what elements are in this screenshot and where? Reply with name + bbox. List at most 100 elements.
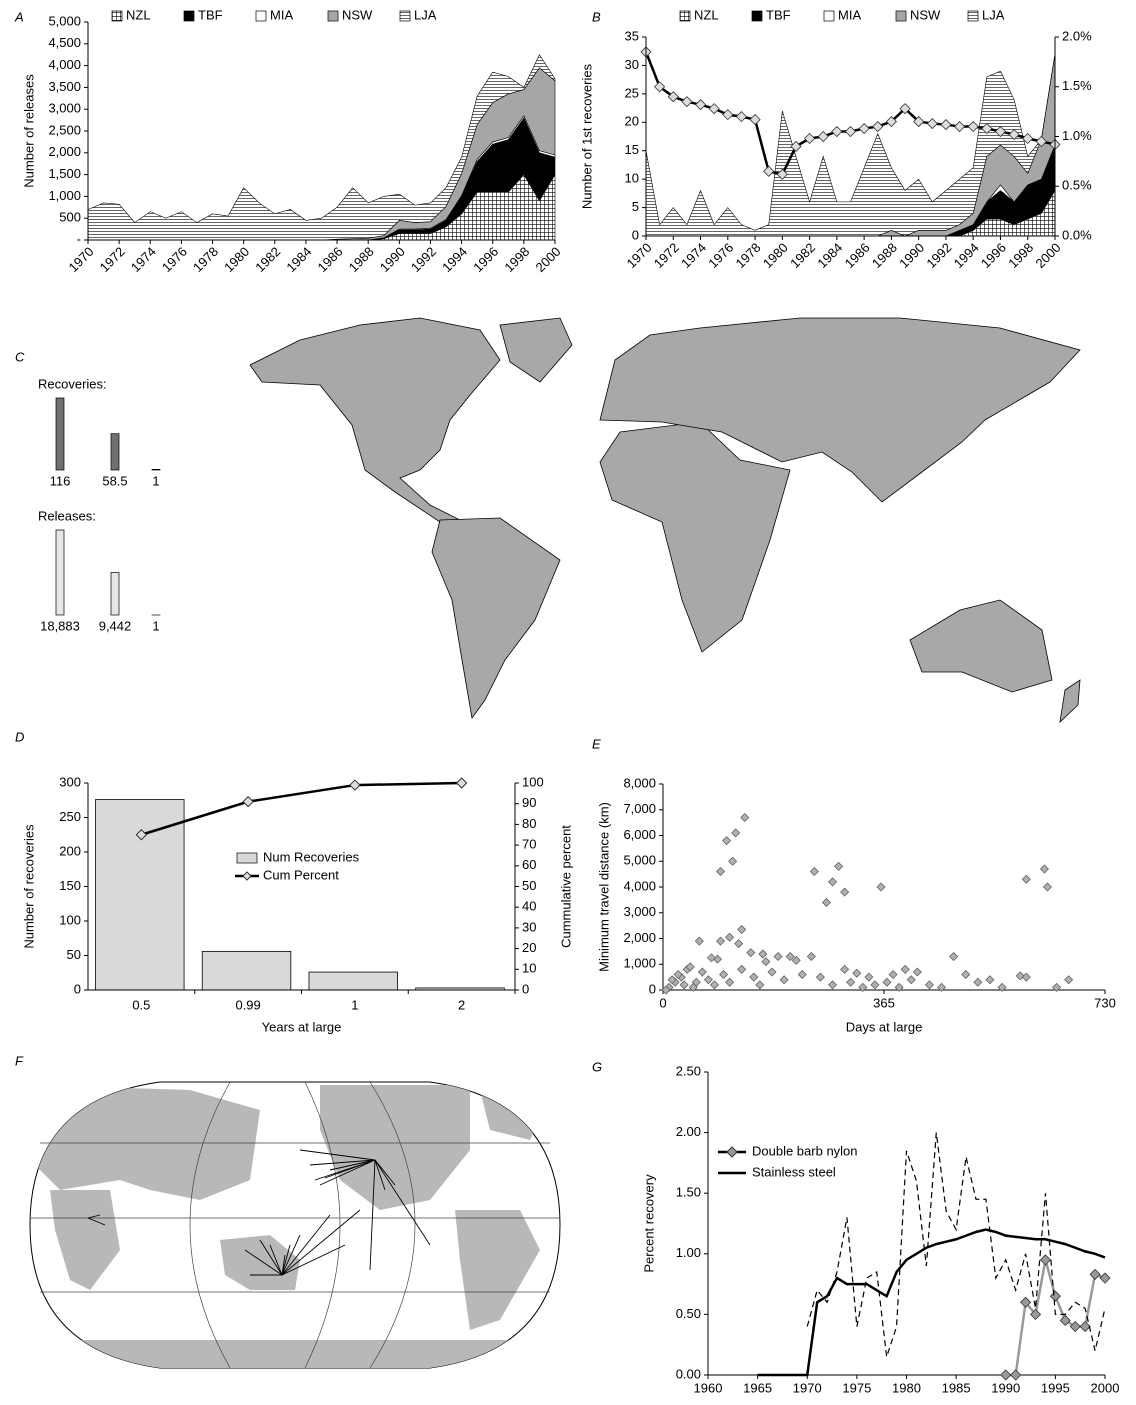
australia bbox=[909, 599, 1053, 693]
point bbox=[737, 964, 747, 974]
point bbox=[679, 980, 689, 990]
new-zealand bbox=[1059, 679, 1081, 724]
legend-label: LJA bbox=[982, 7, 1005, 22]
y-tick-label: 0 bbox=[632, 227, 639, 242]
y2-tick-label: 1.0% bbox=[1062, 128, 1092, 143]
point bbox=[735, 111, 747, 123]
y2-tick-label: 40 bbox=[522, 899, 536, 914]
x-tick-label: 1980 bbox=[221, 244, 252, 275]
north-america bbox=[249, 317, 501, 523]
south-america bbox=[431, 517, 561, 720]
legend-bar bbox=[55, 529, 65, 616]
x-tick-label: 1965 bbox=[743, 1380, 772, 1395]
legend-label: NZL bbox=[694, 7, 719, 22]
point bbox=[673, 970, 683, 980]
point bbox=[870, 980, 880, 990]
point bbox=[694, 936, 704, 946]
y-axis-label: Number of recoveries bbox=[21, 824, 36, 949]
y-tick-label: 1.00 bbox=[676, 1245, 701, 1260]
point bbox=[773, 952, 783, 962]
x-tick-label: 1985 bbox=[942, 1380, 971, 1395]
y-tick-label: 250 bbox=[59, 809, 81, 824]
point bbox=[1020, 1296, 1032, 1308]
legend-swatch bbox=[183, 10, 195, 22]
bar bbox=[95, 799, 185, 991]
y-tick-label: 0.50 bbox=[676, 1306, 701, 1321]
x-tick-label: 730 bbox=[1094, 995, 1116, 1010]
bar bbox=[201, 950, 292, 991]
point bbox=[1064, 975, 1074, 985]
point bbox=[758, 949, 768, 959]
y-axis-label: Number of releases bbox=[21, 74, 36, 188]
y2-tick-label: 0 bbox=[522, 981, 529, 996]
point bbox=[776, 168, 788, 180]
legend-bar bbox=[151, 469, 161, 471]
panel-label: C bbox=[15, 349, 25, 364]
x-tick-label: 1960 bbox=[694, 1380, 723, 1395]
x-axis-label: Years at large bbox=[262, 1019, 342, 1034]
x-tick-label: 0.99 bbox=[235, 997, 260, 1012]
point bbox=[349, 779, 361, 791]
legend-swatch bbox=[726, 1146, 738, 1158]
point bbox=[882, 977, 892, 987]
point bbox=[694, 99, 707, 111]
point bbox=[840, 887, 850, 897]
legend-bar bbox=[110, 433, 120, 471]
x-tick-label: 1982 bbox=[252, 244, 283, 275]
x-tick-label: 1976 bbox=[159, 244, 190, 275]
route bbox=[329, 1159, 376, 1171]
point bbox=[961, 970, 971, 980]
africa bbox=[599, 421, 791, 653]
point bbox=[708, 103, 720, 115]
point bbox=[949, 952, 959, 962]
point bbox=[1022, 132, 1034, 145]
line bbox=[1005, 1259, 1106, 1377]
route bbox=[244, 1249, 283, 1276]
legend-bar bbox=[55, 397, 65, 471]
x-tick-label: 1972 bbox=[651, 240, 682, 271]
legend-label: Num Recoveries bbox=[263, 849, 360, 864]
point bbox=[806, 952, 816, 962]
y-tick-label: 20 bbox=[625, 114, 639, 129]
y-tick-label: 1.50 bbox=[676, 1185, 701, 1200]
x-tick-label: 2 bbox=[458, 997, 465, 1012]
legend-swatch bbox=[679, 10, 691, 22]
point bbox=[894, 982, 904, 992]
x-tick-label: 1996 bbox=[470, 244, 501, 275]
legend-swatch bbox=[327, 10, 339, 22]
point bbox=[746, 948, 756, 958]
x-tick-label: 1 bbox=[351, 997, 358, 1012]
route bbox=[369, 1159, 376, 1271]
point bbox=[755, 980, 765, 990]
point bbox=[913, 116, 925, 128]
point bbox=[1049, 1290, 1061, 1302]
legend-swatch bbox=[111, 10, 123, 22]
x-tick-label: 1980 bbox=[892, 1380, 921, 1395]
point bbox=[858, 982, 868, 992]
point bbox=[725, 977, 735, 987]
point bbox=[455, 777, 468, 789]
panel-label: D bbox=[15, 729, 24, 744]
point bbox=[749, 972, 759, 982]
point bbox=[737, 924, 747, 934]
y-tick-label: 100 bbox=[59, 912, 81, 927]
point bbox=[852, 968, 862, 978]
y2-tick-label: 80 bbox=[522, 816, 536, 831]
y-tick-label: 7,000 bbox=[623, 801, 656, 816]
point bbox=[1015, 971, 1025, 981]
point bbox=[1052, 982, 1062, 992]
point bbox=[844, 125, 857, 138]
y-tick-label: 5,000 bbox=[48, 13, 81, 28]
route bbox=[374, 1159, 386, 1191]
point bbox=[667, 91, 679, 103]
eurasia bbox=[599, 317, 1081, 503]
point bbox=[703, 975, 713, 985]
point bbox=[828, 980, 838, 990]
point bbox=[840, 964, 850, 974]
y-tick-label: 4,000 bbox=[623, 878, 656, 893]
route bbox=[374, 1159, 396, 1186]
point bbox=[1008, 128, 1020, 141]
legend-label: LJA bbox=[414, 7, 437, 22]
graticule bbox=[30, 1081, 560, 1369]
y-axis-label: Minimum travel distance (km) bbox=[596, 802, 611, 972]
